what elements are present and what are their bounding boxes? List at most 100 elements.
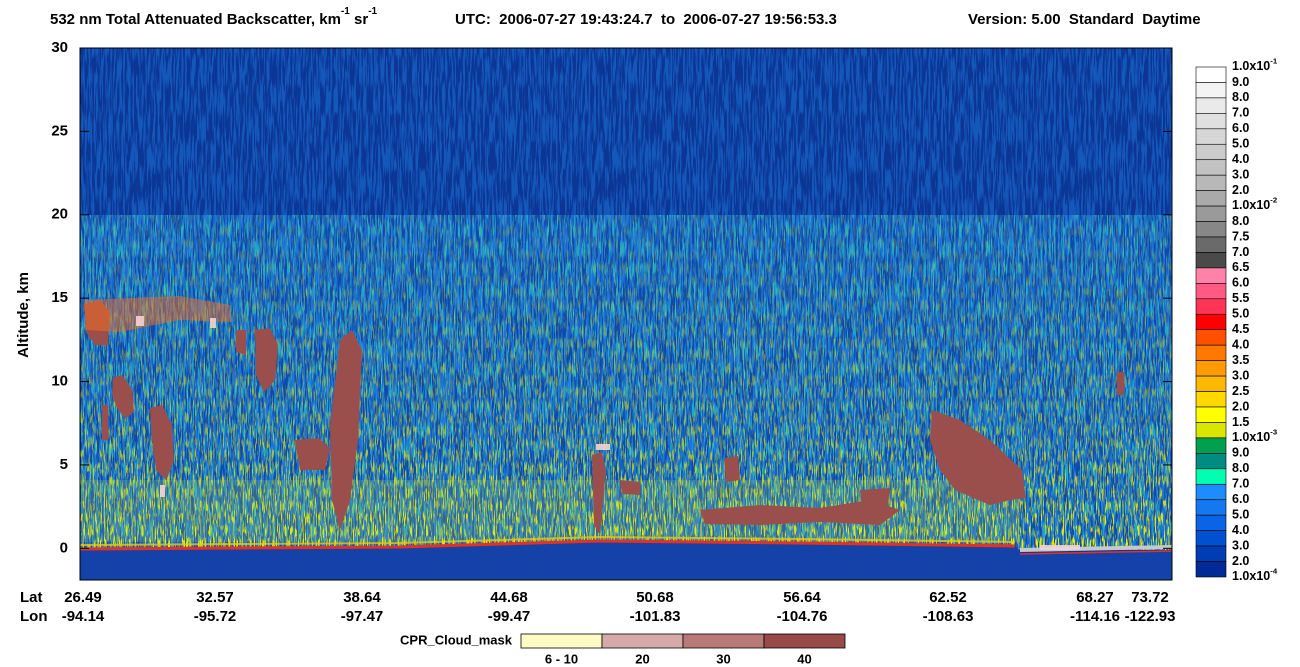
y-axis-label: Altitude, km <box>15 272 32 358</box>
x-tick-label: -95.72 <box>194 608 237 625</box>
x-row-name: Lat <box>20 589 43 606</box>
colorbar-label: 4.5 <box>1232 322 1249 336</box>
y-tick-label: 10 <box>51 373 68 390</box>
colorbar-label: 8.0 <box>1232 214 1249 228</box>
colorbar-swatch <box>1195 113 1227 130</box>
plot-frame <box>79 47 1173 581</box>
colorbar-swatch <box>1195 483 1227 501</box>
colorbar-swatch <box>1195 437 1227 454</box>
colorbar-label: 4.0 <box>1232 152 1249 166</box>
y-tick-label: 15 <box>51 289 68 306</box>
x-tick-label: 38.64 <box>343 589 381 606</box>
colorbar-swatch <box>1195 190 1227 207</box>
colorbar-label: 9.0 <box>1232 446 1249 460</box>
colorbar-label: 2.0 <box>1232 183 1249 197</box>
x-tick-label: -101.83 <box>630 608 681 625</box>
colorbar-swatch <box>1195 514 1227 531</box>
backscatter-image <box>80 48 1172 580</box>
cloud-mask-swatch <box>682 633 765 649</box>
colorbar-swatch <box>1195 97 1227 114</box>
colorbar-swatch <box>1195 375 1227 392</box>
colorbar-label: 3.5 <box>1232 353 1249 367</box>
colorbar-label: 1.0x10-2 <box>1232 196 1277 213</box>
colorbar-label-text: 1.0x10 <box>1232 430 1270 444</box>
x-tick-label: 44.68 <box>490 589 528 606</box>
cloud-mask-label: 6 - 10 <box>545 651 578 666</box>
y-tick-label: 5 <box>60 456 68 473</box>
x-tick-label: 73.72 <box>1131 589 1169 606</box>
colorbar-label: 8.0 <box>1232 90 1249 104</box>
y-tick-label: 25 <box>51 122 68 139</box>
colorbar-label-sup: -2 <box>1270 196 1277 205</box>
y-tick-label: 20 <box>51 206 68 223</box>
colorbar-swatch <box>1195 422 1227 439</box>
colorbar-label-text: 1.0x10 <box>1232 569 1270 583</box>
x-tick-label: -114.16 <box>1070 608 1120 625</box>
colorbar-label: 1.5 <box>1232 415 1249 429</box>
colorbar-label: 7.0 <box>1232 477 1249 491</box>
colorbar-label: 5.5 <box>1232 291 1249 305</box>
colorbar-swatch <box>1195 530 1227 547</box>
colorbar-swatch <box>1195 252 1227 269</box>
colorbar-swatch <box>1195 82 1227 99</box>
colorbar-label: 6.0 <box>1232 492 1249 506</box>
x-tick-label: -99.47 <box>488 608 531 625</box>
colorbar-label: 7.5 <box>1232 229 1249 243</box>
x-tick-label: 62.52 <box>929 589 967 606</box>
colorbar-swatch <box>1195 329 1227 346</box>
colorbar-swatch <box>1195 313 1227 331</box>
x-tick-label: -108.63 <box>923 608 974 625</box>
colorbar-swatch <box>1195 468 1227 485</box>
colorbar-swatch <box>1195 66 1227 83</box>
colorbar-swatch <box>1195 360 1227 377</box>
x-tick-label: -104.76 <box>777 608 828 625</box>
colorbar-swatch <box>1195 391 1227 408</box>
colorbar-label-text: 1.0x10 <box>1232 198 1270 212</box>
colorbar-label: 4.0 <box>1232 523 1249 537</box>
cloud-mask-title: CPR_Cloud_mask <box>400 632 513 647</box>
y-tick-label: 0 <box>60 539 68 556</box>
colorbar-swatch <box>1195 344 1227 361</box>
version-label: Version: 5.00 Standard Daytime <box>968 11 1201 28</box>
colorbar-swatch <box>1195 159 1227 176</box>
colorbar-label-sup: -1 <box>1270 56 1278 65</box>
x-tick-label: 32.57 <box>196 589 234 606</box>
colorbar-swatch <box>1195 221 1227 238</box>
cloud-mask-swatch <box>520 633 603 649</box>
colorbar-swatch <box>1195 174 1227 191</box>
colorbar-label: 2.5 <box>1232 384 1249 398</box>
colorbar-label: 7.0 <box>1232 245 1249 259</box>
colorbar-swatch <box>1195 453 1227 470</box>
colorbar-label: 3.0 <box>1232 538 1249 552</box>
colorbar-label-sup: -4 <box>1270 566 1278 575</box>
colorbar-label: 1.0x10-1 <box>1232 56 1278 73</box>
colorbar-swatch <box>1195 143 1227 161</box>
x-tick-label: -94.14 <box>62 608 105 625</box>
x-tick-label: 68.27 <box>1076 589 1114 606</box>
colorbar-swatch <box>1195 128 1227 145</box>
chart-subtitle: UTC: 2006-07-27 19:43:24.7 to 2006-07-27… <box>455 11 837 28</box>
colorbar-label: 7.0 <box>1232 106 1249 120</box>
colorbar-label: 8.0 <box>1232 461 1249 475</box>
x-tick-label: -97.47 <box>341 608 384 625</box>
cloud-mask-swatch <box>763 633 846 649</box>
title-sup: -1 <box>368 6 377 17</box>
colorbar-label: 1.0x10-4 <box>1232 566 1278 583</box>
cloud-mask-label: 20 <box>635 651 649 666</box>
title-part: 532 nm Total Attenuated Backscatter, km <box>50 11 341 28</box>
colorbar-label: 4.0 <box>1232 337 1249 351</box>
colorbar-label: 6.0 <box>1232 276 1249 290</box>
colorbar-label: 6.5 <box>1232 260 1249 274</box>
colorbar-swatch <box>1195 205 1227 222</box>
colorbar-swatch <box>1195 236 1227 253</box>
y-tick-label: 30 <box>51 39 68 56</box>
title-sup: -1 <box>341 6 350 17</box>
cloud-mask-label: 30 <box>716 651 730 666</box>
x-tick-label: 56.64 <box>783 589 821 606</box>
colorbar-label: 5.0 <box>1232 507 1249 521</box>
colorbar-label: 2.0 <box>1232 554 1249 568</box>
colorbar-swatch <box>1195 298 1227 315</box>
chart-title: 532 nm Total Attenuated Backscatter, km-… <box>50 6 378 28</box>
cloud-mask-label: 40 <box>797 651 811 666</box>
